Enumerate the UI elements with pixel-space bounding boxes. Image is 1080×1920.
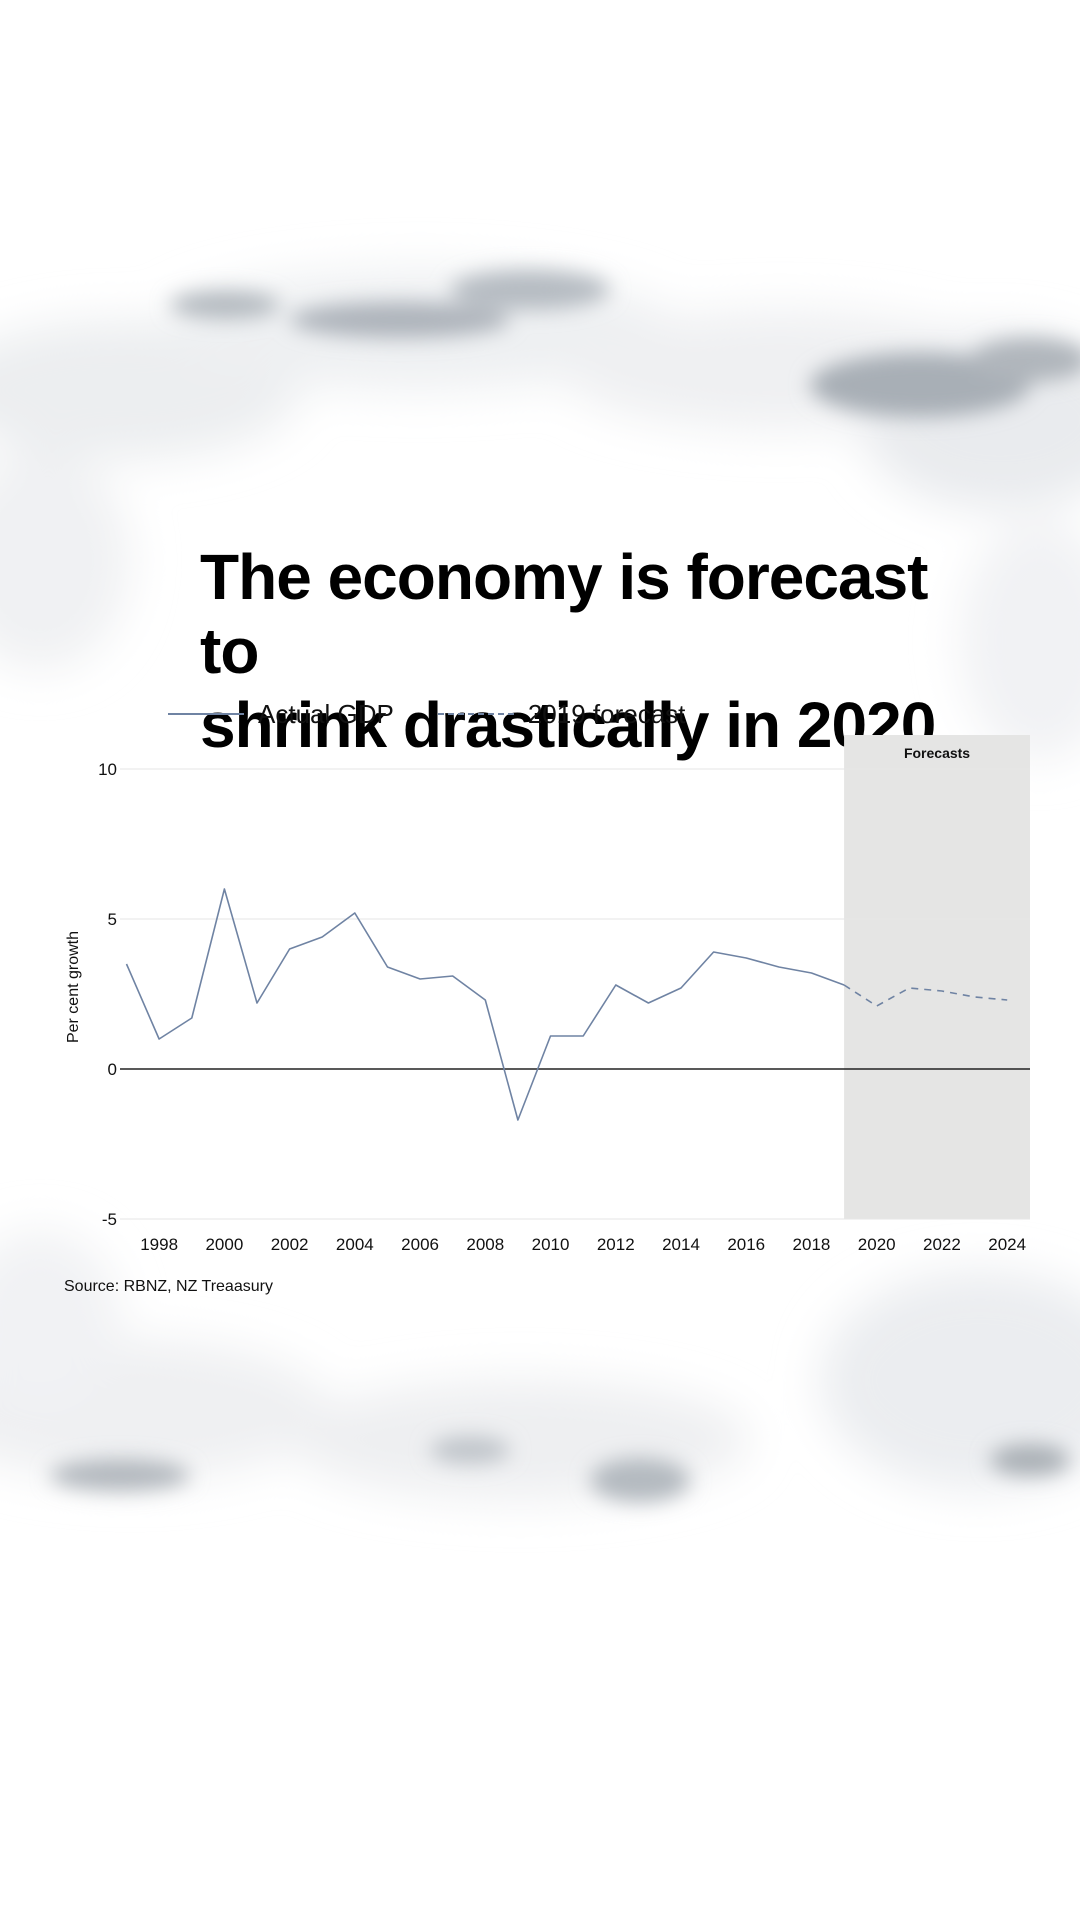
- x-tick-label-2024: 2024: [988, 1235, 1026, 1254]
- title-line-1: The economy is forecast to: [200, 541, 928, 687]
- x-tick-label-2016: 2016: [727, 1235, 765, 1254]
- legend-label-actual-gdp: Actual GDP: [258, 698, 394, 729]
- y-axis-label: Per cent growth: [65, 931, 82, 1043]
- forecast-band: [844, 735, 1030, 1219]
- source-note: Source: RBNZ, NZ Treaasury: [64, 1278, 273, 1295]
- series-line-2019-forecast: [843, 984, 1008, 1007]
- legend: Actual GDP 2019 forecast: [168, 696, 729, 732]
- legend-swatch-solid: [168, 713, 244, 715]
- x-tick-label-2008: 2008: [466, 1235, 504, 1254]
- y-tick-label-5: 5: [108, 910, 117, 929]
- x-tick-label-2014: 2014: [662, 1235, 700, 1254]
- x-tick-label-2018: 2018: [793, 1235, 831, 1254]
- y-tick-label-10: 10: [98, 760, 117, 779]
- x-tick-label-2010: 2010: [532, 1235, 570, 1254]
- legend-label-2019-forecast: 2019 forecast: [527, 698, 686, 729]
- x-tick-label-2000: 2000: [205, 1235, 243, 1254]
- x-tick-label-2022: 2022: [923, 1235, 961, 1254]
- legend-item-2019-forecast: 2019 forecast: [437, 698, 686, 730]
- x-tick-label-2006: 2006: [401, 1235, 439, 1254]
- y-tick-label-0: 0: [108, 1060, 117, 1079]
- x-tick-label-2020: 2020: [858, 1235, 896, 1254]
- y-tick-label--5: -5: [102, 1210, 117, 1229]
- top-cloud-dark: [170, 270, 1080, 417]
- forecast-band-label: Forecasts: [904, 745, 970, 761]
- legend-item-actual-gdp: Actual GDP: [168, 699, 394, 730]
- title-line-2: shrink drastically in 2020: [200, 689, 936, 761]
- x-tick-label-2004: 2004: [336, 1235, 374, 1254]
- chart-title: The economy is forecast to shrink drasti…: [200, 540, 1000, 762]
- x-tick-label-1998: 1998: [140, 1235, 178, 1254]
- legend-swatch-dashed: [437, 713, 514, 715]
- bottom-cloud-dark: [50, 1436, 1070, 1502]
- series-line-actual-gdp: [125, 888, 845, 1121]
- x-tick-label-2002: 2002: [271, 1235, 309, 1254]
- x-tick-label-2012: 2012: [597, 1235, 635, 1254]
